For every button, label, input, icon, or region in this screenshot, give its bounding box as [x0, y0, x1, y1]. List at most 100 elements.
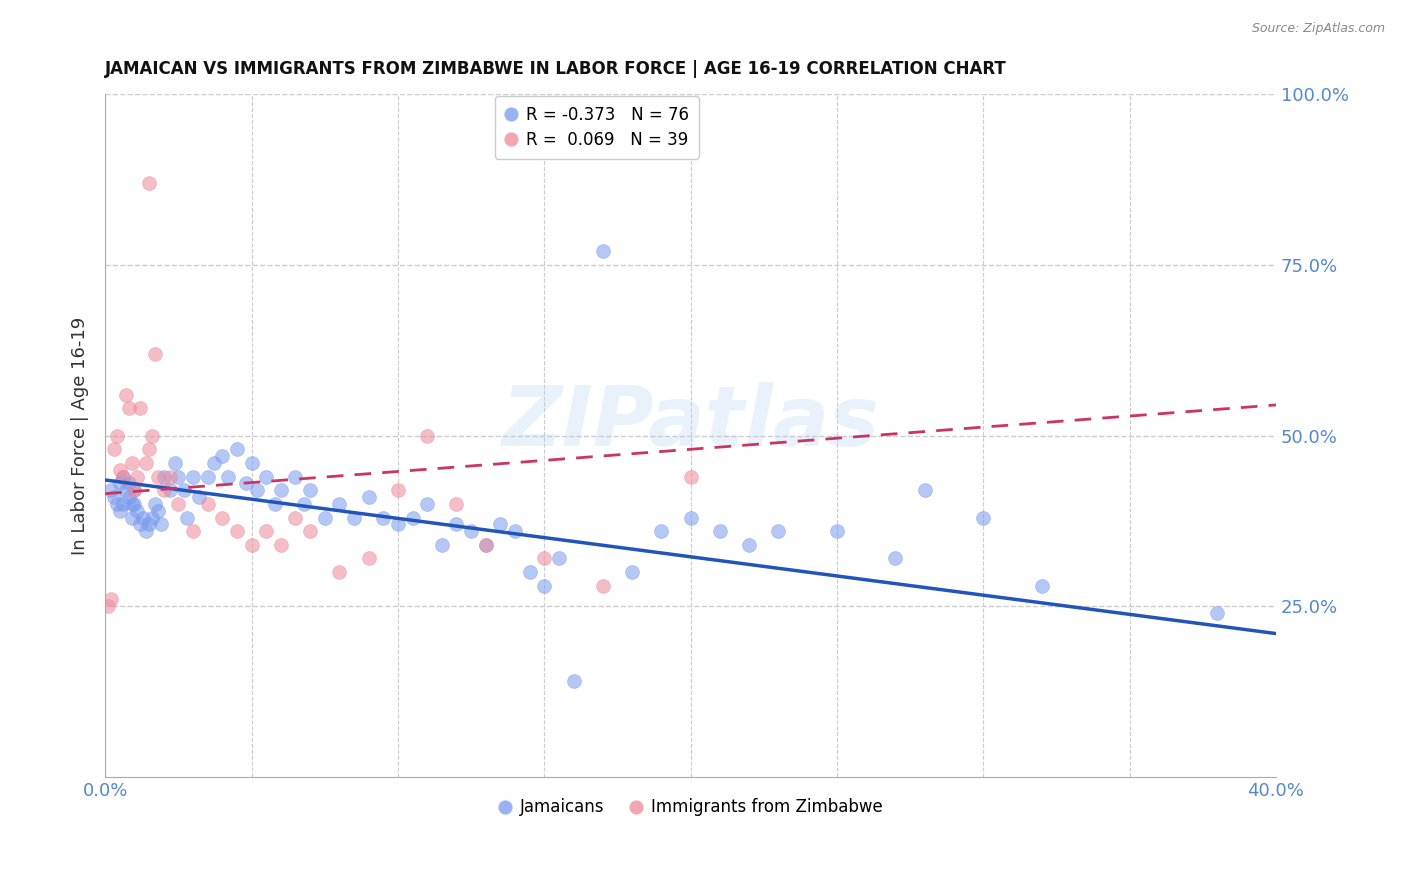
Point: [103, 442, 125, 457]
Point: [592, 579, 614, 593]
Point: [292, 497, 315, 511]
Point: [111, 469, 134, 483]
Point: [124, 497, 146, 511]
Point: [314, 510, 336, 524]
Point: [138, 442, 160, 457]
Point: [254, 469, 277, 483]
Point: [972, 510, 994, 524]
Point: [124, 483, 146, 498]
Point: [474, 538, 496, 552]
Point: [127, 504, 149, 518]
Point: [519, 565, 541, 579]
Point: [373, 510, 395, 524]
Point: [141, 510, 163, 524]
Point: [533, 551, 555, 566]
Point: [108, 476, 131, 491]
Point: [108, 463, 131, 477]
Point: [343, 510, 366, 524]
Point: [328, 497, 350, 511]
Point: [181, 524, 204, 539]
Point: [159, 469, 181, 483]
Point: [240, 456, 263, 470]
Point: [533, 579, 555, 593]
Point: [211, 449, 233, 463]
Point: [202, 456, 225, 470]
Point: [181, 469, 204, 483]
Point: [129, 517, 152, 532]
Point: [357, 490, 380, 504]
Point: [117, 476, 139, 491]
Point: [621, 565, 644, 579]
Point: [114, 387, 136, 401]
Point: [270, 538, 292, 552]
Point: [226, 524, 249, 539]
Point: [132, 510, 155, 524]
Point: [562, 674, 585, 689]
Point: [121, 456, 143, 470]
Point: [211, 510, 233, 524]
Point: [152, 483, 174, 498]
Point: [167, 469, 190, 483]
Point: [117, 490, 139, 504]
Point: [135, 456, 157, 470]
Point: [141, 428, 163, 442]
Point: [709, 524, 731, 539]
Point: [884, 551, 907, 566]
Point: [114, 483, 136, 498]
Point: [105, 497, 128, 511]
Point: [299, 524, 322, 539]
Point: [111, 497, 134, 511]
Point: [152, 469, 174, 483]
Point: [592, 244, 614, 259]
Point: [446, 497, 468, 511]
Point: [226, 442, 249, 457]
Point: [135, 524, 157, 539]
Point: [357, 551, 380, 566]
Y-axis label: In Labor Force | Age 16-19: In Labor Force | Age 16-19: [72, 317, 89, 555]
Point: [489, 517, 512, 532]
Point: [100, 592, 122, 607]
Point: [1206, 606, 1229, 620]
Point: [187, 490, 209, 504]
Point: [129, 401, 152, 416]
Point: [117, 401, 139, 416]
Point: [176, 510, 198, 524]
Point: [165, 456, 187, 470]
Point: [825, 524, 848, 539]
Point: [254, 524, 277, 539]
Point: [430, 538, 453, 552]
Point: [146, 469, 169, 483]
Point: [121, 497, 143, 511]
Point: [387, 483, 409, 498]
Point: [217, 469, 239, 483]
Point: [111, 469, 134, 483]
Point: [503, 524, 526, 539]
Point: [235, 476, 257, 491]
Point: [328, 565, 350, 579]
Point: [679, 469, 702, 483]
Point: [143, 497, 166, 511]
Point: [387, 517, 409, 532]
Point: [240, 538, 263, 552]
Point: [149, 517, 172, 532]
Point: [97, 599, 120, 614]
Point: [103, 490, 125, 504]
Point: [446, 517, 468, 532]
Point: [416, 428, 439, 442]
Point: [197, 469, 219, 483]
Point: [246, 483, 269, 498]
Point: [105, 428, 128, 442]
Text: Source: ZipAtlas.com: Source: ZipAtlas.com: [1251, 22, 1385, 36]
Point: [679, 510, 702, 524]
Point: [270, 483, 292, 498]
Point: [547, 551, 569, 566]
Point: [1031, 579, 1053, 593]
Point: [108, 504, 131, 518]
Point: [138, 176, 160, 190]
Text: JAMAICAN VS IMMIGRANTS FROM ZIMBABWE IN LABOR FORCE | AGE 16-19 CORRELATION CHAR: JAMAICAN VS IMMIGRANTS FROM ZIMBABWE IN …: [105, 60, 1007, 78]
Point: [914, 483, 936, 498]
Point: [401, 510, 423, 524]
Point: [100, 483, 122, 498]
Text: ZIPatlas: ZIPatlas: [502, 382, 880, 462]
Point: [124, 483, 146, 498]
